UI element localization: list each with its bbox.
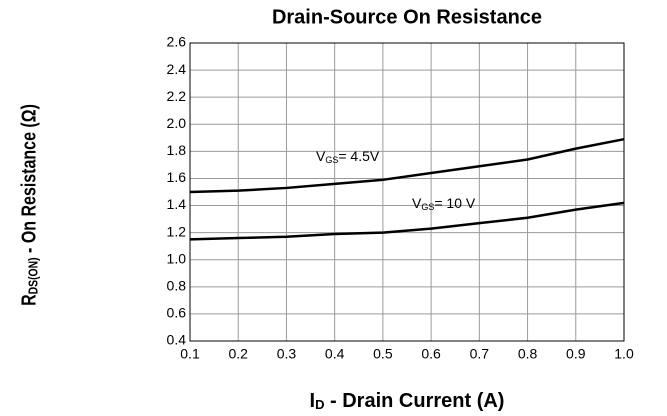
y-tick-label: 0.4 [167,332,187,348]
y-tick-label: 2.2 [167,88,187,104]
curve-label: VGS= 4.5V [316,148,380,166]
x-tick-label: 0.5 [373,346,393,362]
y-tick-label: 2.0 [167,115,187,131]
x-tick-label: 0.1 [180,346,200,362]
text-part: - Drain Current (A) [324,390,504,412]
text-part: V [412,195,422,211]
text-part: GS [325,155,338,165]
y-tick-label: 1.6 [167,169,187,185]
y-tick-label: 2.6 [167,34,187,50]
y-tick-label: 1.2 [167,223,187,239]
x-tick-label: 0.8 [518,346,538,362]
x-tick-label: 0.2 [228,346,248,362]
text-part: = 10 V [434,195,476,211]
text-part: - On Resistance (Ω) [18,104,40,257]
y-tick-label: 0.8 [167,278,187,294]
text-part: D [315,397,324,412]
x-tick-label: 0.7 [470,346,490,362]
x-tick-label: 1.0 [614,346,634,362]
curve-label: VGS= 10 V [412,195,476,213]
y-tick-label: 0.6 [167,305,187,321]
text-part: V [316,148,326,164]
x-tick-label: 0.3 [277,346,297,362]
y-axis-label: RDS(ON) - On Resistance (Ω) [18,104,41,306]
data-line [189,137,625,194]
text-part: GS [421,202,434,212]
text-part: R [18,294,40,306]
y-tick-label: 1.4 [167,196,187,212]
chart-title: Drain-Source On Resistance [272,6,542,28]
text-part: = 4.5V [338,148,380,164]
text-part: DS(ON) [26,257,40,294]
data-line [189,201,625,241]
text-part: I [310,390,316,412]
x-tick-label: 0.9 [566,346,586,362]
x-tick-label: 0.6 [421,346,441,362]
y-tick-label: 2.4 [167,61,187,77]
y-tick-label: 1.8 [167,142,187,158]
x-axis-label: ID - Drain Current (A) [310,390,505,412]
y-tick-label: 1.0 [167,250,187,266]
x-tick-label: 0.4 [325,346,345,362]
plot-frame [189,42,625,342]
